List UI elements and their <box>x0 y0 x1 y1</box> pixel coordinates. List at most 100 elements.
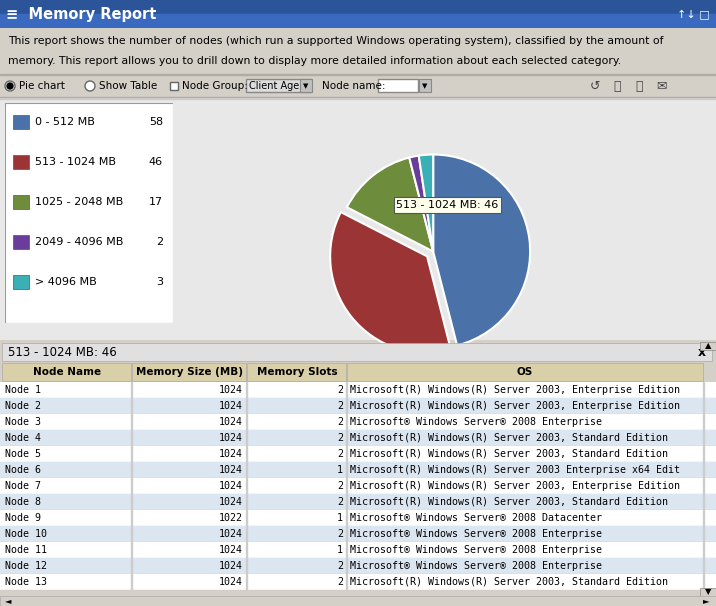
Text: 1: 1 <box>337 513 343 523</box>
Text: Microsoft® Windows Server® 2008 Enterprise: Microsoft® Windows Server® 2008 Enterpri… <box>350 545 602 555</box>
Bar <box>419 79 431 92</box>
Text: 1: 1 <box>337 545 343 555</box>
Text: Microsoft(R) Windows(R) Server 2003, Standard Edition: Microsoft(R) Windows(R) Server 2003, Sta… <box>350 577 668 587</box>
Wedge shape <box>419 155 433 251</box>
Text: 1024: 1024 <box>219 465 243 475</box>
Text: Microsoft® Windows Server® 2008 Enterprise: Microsoft® Windows Server® 2008 Enterpri… <box>350 561 602 571</box>
Text: ▼: ▼ <box>422 83 427 89</box>
Text: 2: 2 <box>337 481 343 491</box>
Text: 2: 2 <box>337 561 343 571</box>
Text: 46: 46 <box>149 157 163 167</box>
Text: Microsoft® Windows Server® 2008 Enterprise: Microsoft® Windows Server® 2008 Enterpri… <box>350 529 602 539</box>
Wedge shape <box>410 156 433 251</box>
Bar <box>2 363 131 381</box>
Text: ◄: ◄ <box>5 596 11 605</box>
Text: 1: 1 <box>337 465 343 475</box>
Bar <box>246 79 311 92</box>
Text: 58: 58 <box>149 117 163 127</box>
Bar <box>13 115 29 129</box>
Text: Microsoft(R) Windows(R) Server 2003, Standard Edition: Microsoft(R) Windows(R) Server 2003, Sta… <box>350 449 668 459</box>
Text: Microsoft® Windows Server® 2008 Datacenter: Microsoft® Windows Server® 2008 Datacent… <box>350 513 602 523</box>
Text: 2: 2 <box>337 401 343 411</box>
Text: 1024: 1024 <box>219 385 243 395</box>
Text: > 4096 MB: > 4096 MB <box>35 277 97 287</box>
Text: Node 4: Node 4 <box>5 433 41 443</box>
Bar <box>0 14 716 28</box>
Circle shape <box>7 83 13 89</box>
Text: 1024: 1024 <box>219 561 243 571</box>
Text: Pie chart: Pie chart <box>19 81 65 91</box>
Text: 2049 - 4096 MB: 2049 - 4096 MB <box>35 237 123 247</box>
Text: Microsoft(R) Windows(R) Server 2003 Enterprise x64 Edit: Microsoft(R) Windows(R) Server 2003 Ente… <box>350 465 680 475</box>
Text: x: x <box>698 345 706 359</box>
Text: 2: 2 <box>337 449 343 459</box>
Text: 1024: 1024 <box>219 497 243 507</box>
Text: ✉: ✉ <box>656 79 667 93</box>
Text: ≡  Memory Report: ≡ Memory Report <box>6 7 156 21</box>
Text: Microsoft(R) Windows(R) Server 2003, Standard Edition: Microsoft(R) Windows(R) Server 2003, Sta… <box>350 433 668 443</box>
Text: ▼: ▼ <box>304 83 309 89</box>
Text: Microsoft(R) Windows(R) Server 2003, Enterprise Edition: Microsoft(R) Windows(R) Server 2003, Ent… <box>350 401 680 411</box>
Text: 2: 2 <box>337 529 343 539</box>
Bar <box>247 363 346 381</box>
Text: Node 5: Node 5 <box>5 449 41 459</box>
Bar <box>700 342 716 350</box>
Text: Microsoft® Windows Server® 2008 Enterprise: Microsoft® Windows Server® 2008 Enterpri… <box>350 417 602 427</box>
Text: Node Name: Node Name <box>33 367 101 377</box>
Text: Microsoft(R) Windows(R) Server 2003, Enterprise Edition: Microsoft(R) Windows(R) Server 2003, Ent… <box>350 481 680 491</box>
Text: Show Table: Show Table <box>99 81 158 91</box>
Text: 1024: 1024 <box>219 401 243 411</box>
Text: 1024: 1024 <box>219 545 243 555</box>
Text: 1022: 1022 <box>219 513 243 523</box>
Text: 🖨: 🖨 <box>635 79 643 93</box>
Text: 1024: 1024 <box>219 529 243 539</box>
Bar <box>378 79 418 92</box>
Text: Node 9: Node 9 <box>5 513 41 523</box>
Text: Node 1: Node 1 <box>5 385 41 395</box>
Bar <box>13 275 29 289</box>
Bar <box>13 235 29 249</box>
Wedge shape <box>330 212 451 353</box>
Bar <box>0 74 716 75</box>
Bar <box>0 97 716 98</box>
Text: Node 7: Node 7 <box>5 481 41 491</box>
Text: 1024: 1024 <box>219 577 243 587</box>
Text: 513 - 1024 MB: 46: 513 - 1024 MB: 46 <box>397 200 498 210</box>
Bar <box>13 155 29 169</box>
Text: 513 - 1024 MB: 513 - 1024 MB <box>35 157 116 167</box>
Bar <box>13 195 29 209</box>
Circle shape <box>85 81 95 91</box>
Text: 1024: 1024 <box>219 449 243 459</box>
Text: 2: 2 <box>337 577 343 587</box>
Text: Microsoft(R) Windows(R) Server 2003, Enterprise Edition: Microsoft(R) Windows(R) Server 2003, Ent… <box>350 385 680 395</box>
Text: 2: 2 <box>156 237 163 247</box>
Text: 1025 - 2048 MB: 1025 - 2048 MB <box>35 197 123 207</box>
Bar <box>132 363 246 381</box>
Wedge shape <box>347 158 433 251</box>
Bar <box>300 79 312 92</box>
Text: ▼: ▼ <box>705 587 711 596</box>
Bar <box>700 588 716 596</box>
Text: Node 6: Node 6 <box>5 465 41 475</box>
Bar <box>347 363 703 381</box>
Bar <box>0 98 716 99</box>
Text: Node 2: Node 2 <box>5 401 41 411</box>
Text: 1024: 1024 <box>219 481 243 491</box>
Text: Node 12: Node 12 <box>5 561 47 571</box>
Text: 2: 2 <box>337 417 343 427</box>
Text: 💾: 💾 <box>613 79 621 93</box>
Text: Node 10: Node 10 <box>5 529 47 539</box>
Text: Node 11: Node 11 <box>5 545 47 555</box>
Text: 17: 17 <box>149 197 163 207</box>
Circle shape <box>5 81 15 91</box>
Text: Memory Slots: Memory Slots <box>257 367 337 377</box>
Text: 2: 2 <box>337 385 343 395</box>
Text: ►: ► <box>702 596 709 605</box>
Text: 1024: 1024 <box>219 433 243 443</box>
Text: OS: OS <box>517 367 533 377</box>
Text: memory. This report allows you to drill down to display more detailed informatio: memory. This report allows you to drill … <box>8 56 621 66</box>
Text: Node Group:: Node Group: <box>182 81 248 91</box>
Wedge shape <box>433 155 530 345</box>
Text: Node name:: Node name: <box>322 81 385 91</box>
Text: Node 13: Node 13 <box>5 577 47 587</box>
